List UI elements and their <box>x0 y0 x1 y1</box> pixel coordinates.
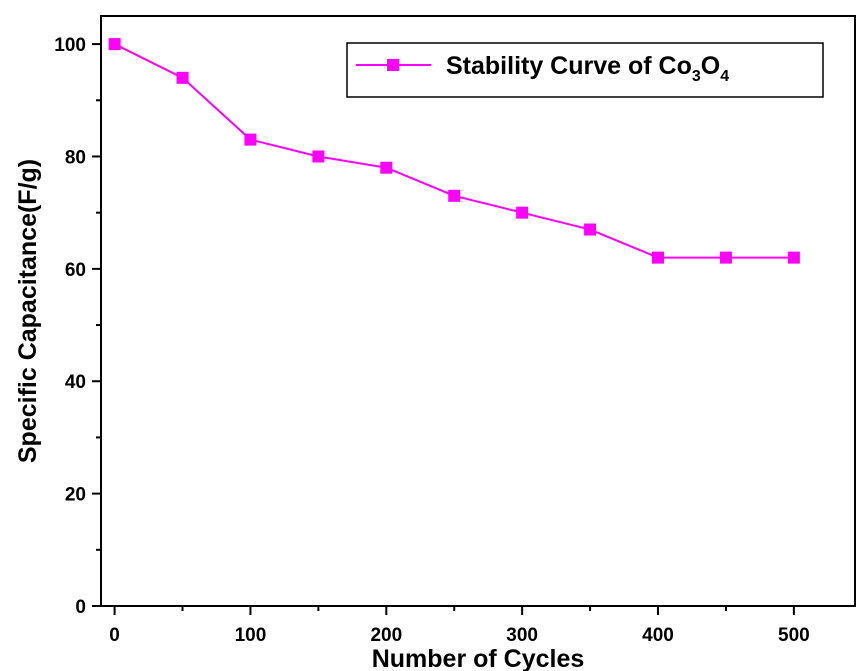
x-tick-label: 300 <box>506 625 538 646</box>
data-point-marker <box>108 38 121 51</box>
data-point-marker <box>584 223 597 236</box>
legend: Stability Curve of Co3O4 <box>346 42 824 98</box>
legend-box <box>346 42 824 98</box>
y-tick-label: 20 <box>65 485 86 506</box>
x-axis-title: Number of Cycles <box>372 645 585 671</box>
x-tick-label: 0 <box>109 625 120 646</box>
data-point-marker <box>448 189 461 202</box>
tick-labels: 0 100 200 300 400 500 0 20 40 60 80 100 <box>54 35 809 646</box>
x-tick-label: 100 <box>235 625 267 646</box>
legend-marker-swatch <box>387 59 399 71</box>
data-point-marker <box>787 251 800 264</box>
y-tick-label: 40 <box>65 372 86 393</box>
x-tick-label: 400 <box>642 625 674 646</box>
y-tick-label: 60 <box>65 260 86 281</box>
axis-ticks <box>92 43 795 615</box>
y-tick-label: 80 <box>65 147 86 168</box>
legend-label-subscript-3: 3 <box>692 68 701 85</box>
y-axis-title: Specific Capacitance(F/g) <box>14 159 42 463</box>
series-markers <box>108 38 800 264</box>
y-tick-label: 0 <box>75 597 86 618</box>
legend-label: Stability Curve of Co3O4 <box>446 52 729 85</box>
data-point-marker <box>652 251 665 264</box>
x-tick-label: 200 <box>370 625 402 646</box>
legend-label-subscript-4: 4 <box>720 68 729 85</box>
y-tick-label: 100 <box>54 35 86 56</box>
data-point-marker <box>516 206 529 219</box>
data-point-marker <box>719 251 732 264</box>
x-tick-label: 500 <box>778 625 810 646</box>
legend-label-o: O <box>701 52 720 80</box>
plot-frame <box>100 15 856 607</box>
legend-label-base: Stability Curve of Co <box>446 52 692 80</box>
data-point-marker <box>380 161 393 174</box>
data-point-marker <box>312 150 325 163</box>
data-point-marker <box>176 71 189 84</box>
data-point-marker <box>244 133 257 146</box>
